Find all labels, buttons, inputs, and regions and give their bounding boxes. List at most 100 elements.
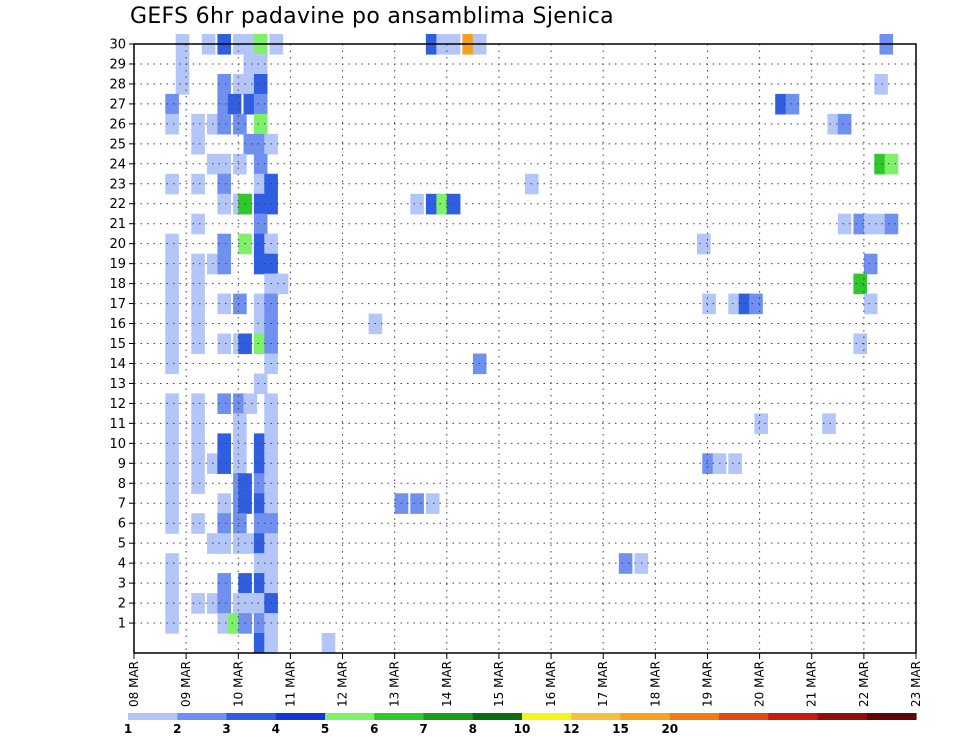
colorbar-label: 5 [321,722,329,736]
x-tick-label: 08 MAR [127,661,141,707]
colorbar-label: 3 [222,722,230,736]
y-tick-label: 14 [109,357,126,372]
heatmap-cell [863,293,878,315]
y-tick-label: 16 [109,317,126,332]
heatmap-cell [191,453,205,474]
heatmap-cell [207,113,221,135]
heatmap-cell [253,93,268,115]
heatmap-cell [253,293,268,315]
heatmap-cell [165,233,179,255]
heatmap-cell [165,433,179,454]
colorbar: 1 2 3 4 5 6 7 8 10 12 15 20 [124,713,917,736]
heatmap-cell [233,153,247,175]
y-tick-label: 4 [118,557,126,572]
colorbar-segment [226,713,277,720]
colorbar-label: 8 [469,722,477,736]
colorbar-segment [325,713,375,720]
heatmap-cell [191,593,205,614]
heatmap-cell [207,153,221,175]
heatmap-cell [436,193,450,215]
heatmap-cell [217,113,231,135]
heatmap-cell [728,293,742,315]
x-tick-label: 16 MAR [544,661,558,707]
colorbar-label: 6 [370,722,378,736]
heatmap-cell [165,453,179,474]
y-tick-label: 26 [109,117,126,132]
heatmap-cell [217,613,231,634]
colorbar-label: 12 [563,722,580,736]
y-tick-label: 22 [109,197,126,212]
heatmap-cell [191,253,205,275]
y-tick-label: 11 [109,417,126,432]
chart-title: GEFS 6hr padavine po ansamblima Sjenica [130,4,614,29]
heatmap-cell [217,74,231,95]
heatmap-cell [233,433,247,454]
y-tick-label: 5 [118,537,126,552]
y-tick-label: 25 [109,137,126,152]
x-tick-label: 15 MAR [492,661,506,707]
heatmap-cell [253,533,268,554]
heatmap-cell [233,453,247,474]
y-tick-label: 28 [109,77,126,92]
heatmap-cell [274,273,289,295]
heatmap-cell [233,533,247,554]
heatmap-cell [165,553,179,574]
heatmap-cell [165,93,179,115]
heatmap-cell [697,233,711,255]
heatmap-cell [264,633,278,654]
heatmap-cell [863,253,878,275]
heatmap-cell [217,293,231,315]
x-tick-label: 19 MAR [700,661,714,707]
heatmap-cell [165,173,179,195]
colorbar-segment [128,713,178,720]
colorbar-segment [620,713,671,720]
x-tick-label: 17 MAR [596,661,610,707]
y-tick-label: 15 [109,337,126,352]
heatmap-cell [217,593,231,614]
heatmap-cell [253,54,268,75]
x-tick-label: 18 MAR [648,661,662,707]
heatmap-cell [217,453,231,474]
heatmap-cell [217,573,231,594]
heatmap-cell [217,153,231,175]
heatmap-cell [253,173,268,195]
heatmap-cell [217,513,231,534]
heatmap-cell [253,253,268,275]
heatmap-cell [191,413,205,434]
colorbar-segment [768,713,819,720]
heatmap-cell [243,533,258,554]
y-tick-label: 20 [109,237,126,252]
heatmap-cell [165,353,179,375]
heatmap-cell [253,633,268,654]
heatmap-cell [165,313,179,335]
heatmap-cell [702,293,716,315]
y-tick-label: 30 [109,38,126,53]
heatmap-cell [253,313,268,335]
heatmap-cell [165,413,179,434]
plot-frame [133,43,917,654]
heatmap-cell [874,213,888,235]
heatmap-cell [233,593,247,614]
heatmap-cell [410,193,424,215]
colorbar-label: 20 [661,722,678,736]
heatmap-cell [884,213,899,235]
heatmap-cell [165,273,179,295]
heatmap-cell [243,54,258,75]
colorbar-label: 1 [124,722,132,736]
heatmap-cell [253,153,268,175]
heatmap-cell [217,173,231,195]
heatmap-cell [191,473,205,494]
heatmap-cell [874,74,888,95]
y-tick-label: 17 [109,297,126,312]
heatmap-cell [874,153,888,175]
heatmap-cell [253,453,268,474]
y-tick-label: 27 [109,97,126,112]
colorbar-label: 2 [173,722,181,736]
y-tick-label: 12 [109,397,126,412]
colorbar-segment [472,713,523,720]
heatmap-cell [217,93,231,115]
x-tick-label: 09 MAR [179,661,193,707]
y-tick-label: 1 [118,617,126,632]
x-tick-label: 22 MAR [857,661,871,707]
x-tick-label: 10 MAR [231,661,245,707]
